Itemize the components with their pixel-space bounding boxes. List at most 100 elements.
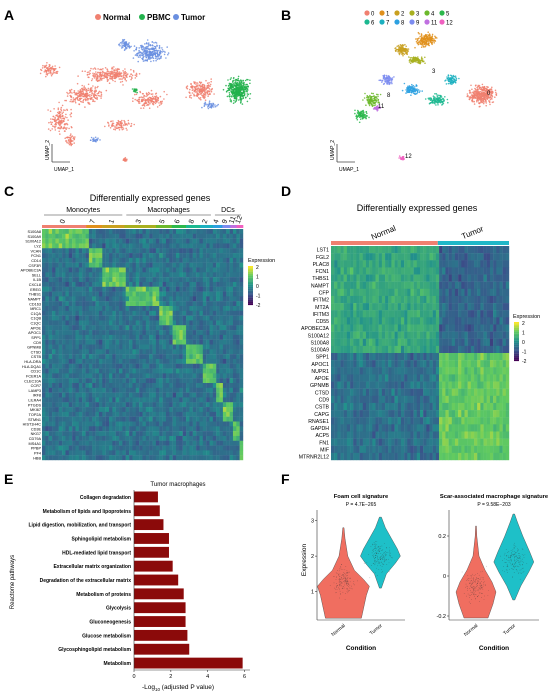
panel-b: B 0 1 2 3 4 5 6 7 8 9 11 12 0 3 8 11 12 UMAP_1 UMAP_2: [277, 0, 554, 175]
gene-label: NKG7: [31, 432, 41, 436]
violin-shape: [317, 527, 370, 619]
legend-swatch: [139, 14, 145, 20]
gene-label: CAPG: [314, 412, 329, 418]
panel-letter: C: [4, 183, 14, 199]
gene-label: CD9: [319, 398, 329, 404]
gene-label: PTGDS: [28, 403, 42, 407]
cluster-label: 3: [135, 218, 143, 224]
gene-label: MKI67: [30, 408, 41, 412]
gene-label: CSTB: [31, 355, 42, 359]
gene-label: LILRA4: [28, 399, 41, 403]
gene-label: CTSD: [31, 350, 42, 354]
legend-tick: 1: [522, 331, 525, 337]
category-label: Glucose metabolism: [82, 633, 131, 639]
legend-tick: -1: [256, 294, 261, 300]
heatmap-title: Differentially expressed genes: [90, 193, 211, 203]
gene-label: HLA-DQA1: [22, 365, 41, 369]
legend-label: 4: [431, 12, 435, 18]
legend-item: 11: [424, 19, 438, 27]
y-axis-label: UMAP_2: [330, 140, 336, 160]
cluster-label: 4: [213, 218, 221, 224]
legend-item: 5: [439, 10, 450, 18]
bars: Collagen degradation Metabolism of lipids…: [29, 491, 243, 669]
gene-label: RNASE1: [308, 419, 329, 425]
panel-letter: F: [281, 471, 290, 487]
legend-item: 8: [394, 19, 405, 27]
panel-letter: B: [281, 7, 291, 23]
gene-label: GPNMB: [27, 346, 41, 350]
legend-label: 6: [371, 21, 375, 27]
cluster-label: 8: [387, 93, 391, 99]
panel-e: E Tumor macrophages Reactome pathways Co…: [0, 470, 277, 695]
bar: [134, 657, 243, 669]
category-label: Tumor: [369, 623, 384, 637]
tick-label: 0: [132, 674, 135, 680]
group-label: DCs: [221, 207, 235, 214]
x-axis: 0 2 4 6: [132, 490, 250, 680]
gene-label: APOBEC3A: [21, 269, 42, 273]
bar: [134, 546, 169, 558]
x-axis-label: Condition: [346, 645, 376, 652]
gene-label: FCER1A: [26, 374, 41, 378]
legend-swatch: [424, 10, 430, 16]
cluster-label: 6: [174, 218, 182, 224]
gene-label: APOE: [315, 376, 330, 382]
gene-label: STMN1: [28, 418, 41, 422]
legend-swatch: [173, 14, 179, 20]
condition-label: Normal: [370, 224, 397, 242]
legend-item: 9: [409, 19, 420, 27]
tick-label: 0: [443, 574, 446, 580]
gene-label: CFP: [319, 291, 330, 297]
heatmap-clusters: C Differentially expressed genes Monocyt…: [4, 183, 275, 460]
legend-swatch: [394, 19, 400, 25]
legend-item: 7: [379, 19, 390, 27]
gene-label: SPP1: [316, 355, 329, 361]
legend-swatch: [439, 19, 445, 25]
gene-label: CD14: [31, 259, 41, 263]
y-axis-label: Expression: [301, 544, 308, 577]
gene-label: APOC1: [28, 331, 41, 335]
group-label: Macrophages: [147, 207, 190, 214]
cluster-label: 7: [89, 218, 97, 224]
gene-label: PLAC8: [313, 262, 330, 268]
legend-swatch: [394, 10, 400, 16]
gene-label: NUPR1: [311, 369, 329, 375]
violin-foam-cell: 1 2 3 Foam cell signature P = 4.7E−265 Normal…: [311, 494, 405, 652]
gene-label: NAMPT: [311, 283, 330, 289]
violin-shape: [493, 513, 535, 601]
gene-label: CD1C: [31, 370, 42, 374]
gene-label: THBS1: [312, 276, 329, 282]
gene-label: APOC1: [311, 362, 329, 368]
cluster-label: 0: [59, 218, 67, 224]
tick-label: 6: [243, 674, 246, 680]
bar: [134, 602, 186, 614]
chart-title: Tumor macrophages: [150, 482, 205, 488]
tick-label: 2: [311, 554, 314, 560]
panel-a: A Normal PBMC Tumor UMAP_1 UMAP_2: [0, 0, 270, 175]
violin-title: Scar-associated macrophage signature: [440, 494, 549, 500]
legend-title: Expression: [513, 314, 540, 320]
gene-label: LYZ: [34, 245, 41, 249]
legend-swatch: [409, 19, 415, 25]
gene-label: GAPDH: [311, 426, 330, 432]
condition-labels: Normal Tumor: [331, 224, 509, 245]
legend-item: Normal: [95, 13, 131, 22]
legend-swatch: [379, 19, 385, 25]
heatmap-title: Differentially expressed genes: [357, 203, 478, 213]
category-label: Sphingolipid metabolism: [72, 536, 132, 542]
gene-label: S100A9: [27, 235, 41, 239]
gene-label: PF4: [34, 451, 41, 455]
panel-letter: D: [281, 183, 291, 199]
legend-title: Expression: [248, 258, 275, 264]
cluster-label: 9: [221, 218, 229, 224]
bar: [134, 574, 179, 586]
legend-label: 2: [401, 12, 405, 18]
gene-label: CCR7: [31, 384, 41, 388]
cluster-label: 12: [405, 154, 412, 160]
violin-title: Foam cell signature: [334, 494, 389, 500]
legend-swatch: [439, 10, 445, 16]
gene-label: GPNMB: [310, 383, 330, 389]
gene-label: SPP1: [31, 336, 41, 340]
bar: [134, 491, 158, 503]
legend-tick: -1: [522, 350, 527, 356]
